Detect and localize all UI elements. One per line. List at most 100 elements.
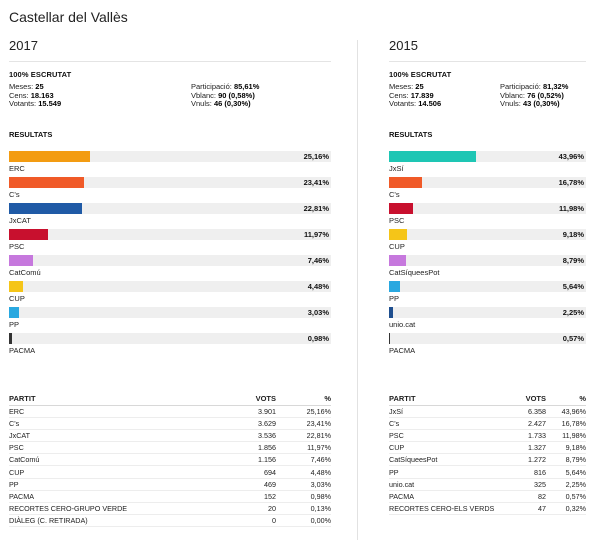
- votes-cell: 3.629: [206, 417, 276, 430]
- votes-cell: 816: [506, 465, 546, 479]
- party-cell: PSC: [389, 429, 506, 443]
- party-cell: C's: [389, 417, 506, 430]
- table-row: JxSí 6.358 43,96%: [389, 405, 586, 418]
- percent-cell: 5,64%: [546, 465, 586, 479]
- party-cell: CatSíqueesPot: [389, 453, 506, 467]
- result-bar-row: 7,46% CatComú: [9, 254, 331, 281]
- bar-track: 16,78%: [389, 176, 586, 188]
- bar-party-name: CatComú: [9, 267, 41, 277]
- bar-fill: [389, 176, 423, 188]
- percent-cell: 43,96%: [546, 405, 586, 418]
- table-row: DIÀLEG (C. RETIRADA) 0 0,00%: [9, 514, 331, 528]
- table-header-row: PARTIT VOTS%: [389, 392, 586, 406]
- bar-fill: [9, 202, 83, 214]
- party-cell: DIÀLEG (C. RETIRADA): [9, 514, 206, 528]
- table-row: CUP 1.327 9,18%: [389, 441, 586, 455]
- party-cell: PACMA: [9, 490, 206, 504]
- party-cell: JxSí: [389, 405, 506, 418]
- votes-cell: 2.427: [506, 417, 546, 430]
- percent-cell: 3,03%: [276, 478, 331, 491]
- bar-percentage: 3,03%: [307, 307, 329, 317]
- votes-cell: 3.901: [206, 405, 276, 418]
- bar-fill: [9, 306, 19, 318]
- result-bar-row: 4,48% CUP: [9, 280, 331, 307]
- result-bar-row: 9,18% CUP: [389, 228, 586, 255]
- bar-fill: [389, 332, 391, 344]
- bar-track: 4,48%: [9, 280, 331, 292]
- percent-cell: 0,32%: [546, 502, 586, 516]
- bar-track: 0,57%: [389, 332, 586, 344]
- bar-party-name: JxCAT: [9, 215, 31, 225]
- bar-party-name: JxSí: [389, 163, 404, 173]
- bar-party-name: PACMA: [9, 345, 36, 355]
- result-bar-row: 22,81% JxCAT: [9, 202, 331, 229]
- stat-vnuls: Vnuls: 43 (0,30%): [500, 99, 560, 109]
- bar-party-name: PP: [389, 293, 400, 303]
- bar-party-name: PSC: [9, 241, 25, 251]
- table-header-row: PARTIT VOTS%: [9, 392, 331, 406]
- result-bar-row: 11,98% PSC: [389, 202, 586, 229]
- percent-cell: 2,25%: [546, 478, 586, 491]
- bar-percentage: 0,98%: [307, 333, 329, 343]
- stat-vblanc: Vblanc: 90 (0,58%): [191, 90, 255, 100]
- party-cell: unio.cat: [389, 478, 506, 491]
- percent-cell: 0,00%: [276, 514, 331, 528]
- column-header: %: [276, 392, 331, 406]
- bar-track: 43,96%: [389, 150, 586, 162]
- percent-cell: 4,48%: [276, 465, 331, 479]
- votes-cell: 6.358: [506, 405, 546, 418]
- table-row: CatComú 1.156 7,46%: [9, 453, 331, 467]
- bar-track: 25,16%: [9, 150, 331, 162]
- bar-fill: [389, 254, 407, 266]
- bar-percentage: 25,16%: [303, 151, 329, 161]
- bar-party-name: unio.cat: [389, 319, 416, 329]
- votes-cell: 82: [506, 490, 546, 504]
- results-bars: 25,16% ERC 23,41% C's 22,81% JxCAT 11,97% PSC 7,…: [9, 150, 331, 359]
- bar-percentage: 11,98%: [558, 203, 584, 213]
- stats-left: Meses: 25 Cens: 17.839 Votants: 14.506: [389, 82, 441, 109]
- party-cell: RECORTES CERO-ELS VERDS: [389, 502, 506, 516]
- votes-cell: 0: [206, 514, 276, 528]
- stats-block: Meses: 25 Cens: 17.839 Votants: 14.506 P…: [389, 82, 586, 109]
- percent-cell: 11,97%: [276, 441, 331, 455]
- bar-track: 9,18%: [389, 228, 586, 240]
- stat-vblanc: Vblanc: 76 (0,52%): [500, 90, 564, 100]
- column-header: %: [546, 392, 586, 406]
- party-cell: CatComú: [9, 453, 206, 467]
- resultats-heading: RESULTATS: [389, 129, 433, 139]
- bar-track: 0,98%: [9, 332, 331, 344]
- table-row: PSC 1.856 11,97%: [9, 441, 331, 455]
- party-cell: C's: [9, 417, 206, 430]
- bar-percentage: 8,79%: [562, 255, 584, 265]
- bar-track: 5,64%: [389, 280, 586, 292]
- bar-party-name: C's: [9, 189, 20, 199]
- stat-cens: Cens: 17.839: [389, 90, 434, 100]
- table-row: PSC 1.733 11,98%: [389, 429, 586, 443]
- bar-party-name: ERC: [9, 163, 25, 173]
- votes-cell: 1.272: [506, 453, 546, 467]
- table-row: RECORTES CERO-ELS VERDS 47 0,32%: [389, 502, 586, 516]
- town-title: Castellar del Vallès: [9, 9, 128, 25]
- stat-cens: Cens: 18.163: [9, 90, 54, 100]
- result-bar-row: 8,79% CatSíqueesPot: [389, 254, 586, 281]
- party-cell: RECORTES CERO-GRUPO VERDE: [9, 502, 206, 516]
- stat-votants: Votants: 15.549: [9, 99, 62, 109]
- percent-cell: 0,13%: [276, 502, 331, 516]
- year-underline: [9, 61, 331, 62]
- bar-fill: [389, 228, 408, 240]
- column-header: VOTS: [206, 392, 276, 406]
- table-row: C's 2.427 16,78%: [389, 417, 586, 430]
- result-bar-row: 0,98% PACMA: [9, 332, 331, 359]
- result-bar-row: 43,96% JxSí: [389, 150, 586, 177]
- results-bars: 43,96% JxSí 16,78% C's 11,98% PSC 9,18% CUP 8,79…: [389, 150, 586, 359]
- party-cell: PSC: [9, 441, 206, 455]
- bar-percentage: 9,18%: [562, 229, 584, 239]
- party-cell: CUP: [9, 465, 206, 479]
- table-row: RECORTES CERO-GRUPO VERDE 20 0,13%: [9, 502, 331, 516]
- bar-percentage: 11,97%: [303, 229, 329, 239]
- year-underline: [389, 61, 586, 62]
- table-row: CatSíqueesPot 1.272 8,79%: [389, 453, 586, 467]
- percent-cell: 0,98%: [276, 490, 331, 504]
- votes-cell: 152: [206, 490, 276, 504]
- bar-track: 7,46%: [9, 254, 331, 266]
